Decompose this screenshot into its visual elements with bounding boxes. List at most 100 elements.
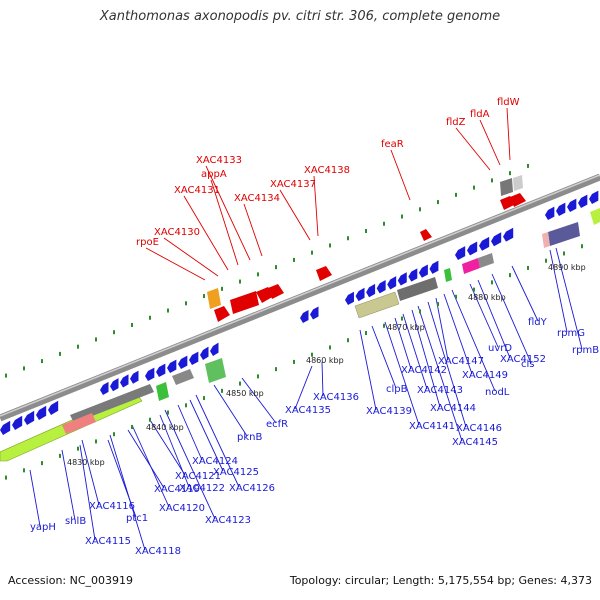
gene-label-ptc1[interactable]: ptc1 — [126, 513, 148, 524]
gene-label-xac4144[interactable]: XAC4144 — [430, 403, 476, 414]
reverse-gene-arrow[interactable] — [429, 260, 439, 274]
gene-label-xac4133[interactable]: XAC4133 — [196, 155, 242, 166]
reverse-gene-arrow[interactable] — [589, 190, 599, 204]
gene-label-xac4120[interactable]: XAC4120 — [159, 503, 205, 514]
reverse-gene-arrow[interactable] — [300, 310, 309, 323]
reverse-gene-arrow[interactable] — [345, 291, 354, 305]
gene-label-xac4143[interactable]: XAC4143 — [417, 385, 463, 396]
reverse-gene-arrow[interactable] — [24, 410, 35, 425]
reverse-gene-arrow[interactable] — [467, 241, 478, 256]
reverse-gene-arrow[interactable] — [100, 381, 109, 395]
gene-label-xac4116[interactable]: XAC4116 — [89, 501, 135, 512]
reverse-gene-arrow[interactable] — [408, 268, 418, 282]
reverse-gene-arrow[interactable] — [156, 363, 166, 377]
gene-label-xac4135[interactable]: XAC4135 — [285, 405, 331, 416]
forward-gene-arrow[interactable] — [420, 229, 432, 241]
reverse-gene-arrow[interactable] — [387, 276, 397, 290]
gene-label-flda[interactable]: fldA — [470, 109, 490, 120]
light-feature[interactable] — [542, 232, 550, 248]
gene-label-xac4118[interactable]: XAC4118 — [135, 546, 181, 557]
gene-label-xac4142[interactable]: XAC4142 — [401, 365, 447, 376]
gene-label-xac4137[interactable]: XAC4137 — [270, 179, 316, 190]
green-feature-2[interactable] — [444, 268, 452, 282]
gene-label-xac4152[interactable]: XAC4152 — [500, 354, 546, 365]
gene-label-xac4125[interactable]: XAC4125 — [213, 467, 259, 478]
reverse-gene-arrow[interactable] — [578, 194, 588, 208]
reverse-gene-arrow[interactable] — [556, 202, 566, 216]
gene-label-xac4136[interactable]: XAC4136 — [313, 392, 359, 403]
reverse-gene-arrow[interactable] — [366, 283, 376, 298]
forward-gene-arrow[interactable] — [230, 291, 259, 314]
reverse-gene-arrow[interactable] — [455, 246, 466, 260]
magenta-feature[interactable] — [462, 258, 480, 274]
gray-feature-block-2[interactable] — [172, 369, 194, 385]
gene-label-xac4141[interactable]: XAC4141 — [409, 421, 455, 432]
reverse-gene-arrow[interactable] — [120, 374, 129, 388]
reverse-gene-arrow[interactable] — [567, 198, 577, 212]
reverse-gene-arrow[interactable] — [397, 272, 407, 286]
gene-label-xac4138[interactable]: XAC4138 — [304, 165, 350, 176]
gene-label-clpb[interactable]: clpB — [386, 384, 408, 395]
reverse-gene-arrow[interactable] — [503, 227, 514, 242]
reverse-gene-arrow[interactable] — [479, 236, 490, 251]
gene-label-xac4134[interactable]: XAC4134 — [234, 193, 280, 204]
reverse-gene-arrow[interactable] — [545, 206, 555, 220]
gene-label-xac4139[interactable]: XAC4139 — [366, 406, 412, 417]
gray-feature-block-4[interactable] — [478, 253, 494, 268]
forward-gene-arrow[interactable] — [316, 266, 332, 281]
reverse-gene-arrow[interactable] — [12, 415, 23, 430]
reverse-gene-arrow[interactable] — [167, 359, 177, 373]
gray-feature-block-5[interactable] — [500, 178, 513, 196]
multicolor-feature-3[interactable] — [207, 288, 221, 309]
gene-label-cls[interactable]: cls — [521, 359, 535, 370]
khaki-feature-block[interactable] — [354, 291, 400, 319]
gene-label-xac4147[interactable]: XAC4147 — [438, 356, 484, 367]
gene-label-xac4131[interactable]: XAC4131 — [174, 185, 220, 196]
gene-label-xac4121[interactable]: XAC4121 — [175, 471, 221, 482]
gene-label-rpoe[interactable]: rpoE — [136, 237, 159, 248]
gene-label-rpmb[interactable]: rpmB — [572, 345, 599, 356]
reverse-gene-arrow[interactable] — [145, 367, 155, 381]
gene-label-appa[interactable]: appA — [201, 169, 227, 180]
multicolor-feature-2[interactable] — [205, 358, 226, 383]
reverse-gene-arrow[interactable] — [36, 405, 47, 420]
gene-label-xac4145[interactable]: XAC4145 — [452, 437, 498, 448]
gene-label-xac4126[interactable]: XAC4126 — [229, 483, 275, 494]
multicolor-feature[interactable] — [62, 413, 96, 434]
gene-label-ecfr[interactable]: ecfR — [266, 419, 288, 430]
slate-feature-block[interactable] — [548, 222, 580, 246]
gene-label-fldz[interactable]: fldZ — [446, 117, 466, 128]
reverse-gene-arrow[interactable] — [491, 232, 502, 247]
gene-label-pknb[interactable]: pknB — [237, 432, 262, 443]
gene-label-xac4122[interactable]: XAC4122 — [179, 483, 225, 494]
yellowgreen-feature-bar-right[interactable] — [590, 208, 600, 225]
gene-label-rpmg[interactable]: rpmG — [557, 328, 585, 339]
reverse-gene-arrow[interactable] — [178, 355, 188, 369]
gene-label-xac4123[interactable]: XAC4123 — [205, 515, 251, 526]
reverse-gene-arrow[interactable] — [376, 280, 386, 294]
reverse-gene-arrow[interactable] — [418, 264, 428, 278]
reverse-gene-arrow[interactable] — [210, 342, 219, 356]
gene-label-shlb[interactable]: shlB — [65, 516, 86, 527]
gene-label-fldw[interactable]: fldW — [497, 97, 520, 108]
gene-label-xac4119[interactable]: XAC4119 — [154, 484, 200, 495]
forward-gene-arrow[interactable] — [510, 193, 526, 207]
gene-label-xac4146[interactable]: XAC4146 — [456, 423, 502, 434]
reverse-gene-arrow[interactable] — [200, 346, 209, 360]
gray-feature-block-6[interactable] — [513, 175, 523, 191]
gene-label-yaph[interactable]: yapH — [30, 522, 56, 533]
gene-label-fldy[interactable]: fldY — [528, 317, 548, 328]
gene-label-nodl[interactable]: nodL — [485, 387, 510, 398]
green-feature[interactable] — [156, 382, 169, 401]
forward-gene-arrow[interactable] — [268, 284, 284, 299]
reverse-gene-arrow[interactable] — [48, 400, 59, 415]
reverse-gene-arrow[interactable] — [0, 420, 11, 435]
gray-feature-block[interactable] — [70, 384, 154, 423]
reverse-gene-arrow[interactable] — [110, 378, 119, 392]
gene-label-fear[interactable]: feaR — [381, 139, 404, 150]
reverse-gene-arrow[interactable] — [355, 287, 365, 302]
gene-label-xac4115[interactable]: XAC4115 — [85, 536, 131, 547]
reverse-gene-arrow[interactable] — [310, 306, 319, 320]
reverse-gene-arrow[interactable] — [130, 370, 139, 384]
